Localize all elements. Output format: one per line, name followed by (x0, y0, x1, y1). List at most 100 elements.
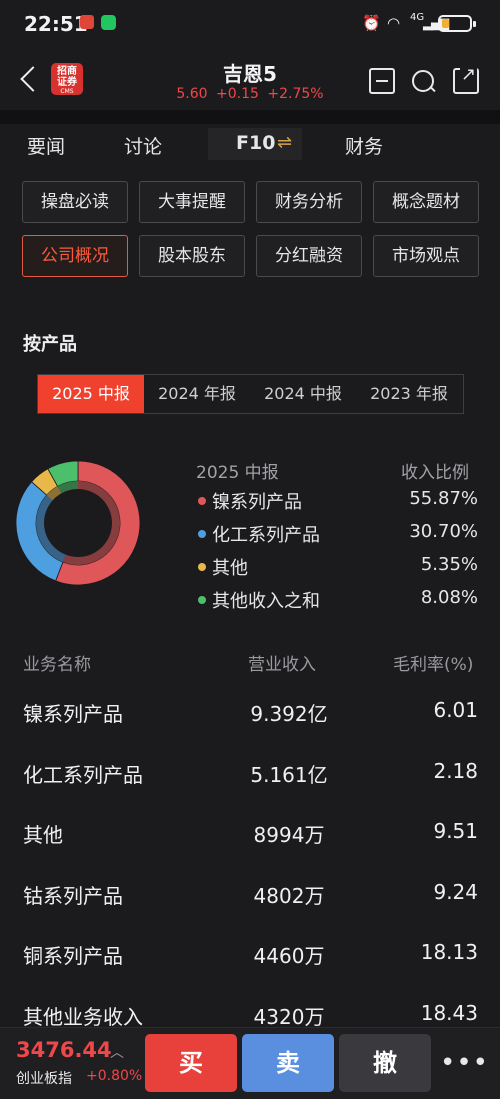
table-row[interactable]: 铜系列产品 4460万 18.13 (0, 940, 500, 1000)
tab-news[interactable]: 要闻 (27, 136, 66, 158)
alarm-icon: ⏰ (362, 14, 381, 32)
stock-price: 5.60 (176, 86, 208, 102)
index-change[interactable]: +0.80% (86, 1068, 143, 1084)
legend-label: 其他收入之和 (212, 591, 320, 612)
row-margin: 18.13 (420, 940, 478, 964)
row-name: 镍系列产品 (23, 702, 123, 726)
period-tabs: 2025 中报 2024 年报 2024 中报 2023 年报 (37, 374, 464, 414)
legend-item: 镍系列产品 55.87% (196, 488, 478, 516)
period-2023-annual[interactable]: 2023 年报 (370, 384, 448, 403)
section-financial-analysis[interactable]: 财务分析 (256, 181, 362, 223)
row-revenue: 4320万 (253, 1004, 325, 1029)
logo-text: 招商 (57, 66, 77, 77)
period-2025-interim[interactable]: 2025 中报 (38, 375, 144, 413)
legend-value: 55.87% (409, 488, 478, 509)
share-icon[interactable] (453, 64, 479, 94)
bottom-trade-bar: 3476.44 ︿ 创业板指 +0.80% 买 卖 撤 ••• (0, 1027, 500, 1099)
row-revenue: 4802万 (253, 883, 325, 908)
legend-value: 5.35% (420, 554, 478, 575)
row-name: 化工系列产品 (23, 762, 143, 787)
revenue-donut-chart (15, 460, 141, 586)
row-margin: 6.01 (433, 698, 478, 722)
legend-period-label: 2025 中报 (196, 463, 279, 483)
header-divider (0, 110, 500, 124)
row-margin: 9.51 (433, 819, 478, 843)
index-name[interactable]: 创业板指 (16, 1071, 72, 1087)
table-row[interactable]: 镍系列产品 9.392亿 6.01 (0, 698, 500, 758)
buy-button[interactable]: 买 (145, 1034, 237, 1092)
table-row[interactable]: 其他业务收入 4320万 18.43 (0, 1001, 500, 1061)
wifi-icon: ◠ (387, 14, 401, 32)
section-shareholders[interactable]: 股本股东 (139, 235, 245, 277)
row-revenue: 9.392亿 (250, 702, 328, 726)
row-revenue: 4460万 (253, 944, 325, 968)
network-type-label: 4G (410, 12, 425, 23)
tab-discussion[interactable]: 讨论 (124, 136, 163, 158)
remove-watchlist-icon[interactable] (369, 68, 395, 94)
donut-slice-inner (46, 486, 62, 501)
legend-value: 30.70% (409, 521, 478, 542)
table-row[interactable]: 其他 8994万 9.51 (0, 819, 500, 879)
period-2024-annual[interactable]: 2024 年报 (158, 384, 236, 403)
legend-label: 其他 (212, 558, 248, 579)
logo-sub: CMS (60, 88, 74, 95)
legend-dot-icon (198, 563, 206, 571)
table-header-margin: 毛利率(%) (393, 655, 474, 675)
index-value[interactable]: 3476.44 (16, 1038, 112, 1062)
section-concepts[interactable]: 概念题材 (373, 181, 479, 223)
notification-app-icon (80, 15, 94, 29)
section-title: 按产品 (23, 334, 77, 355)
donut-slice-inner (57, 481, 78, 494)
table-row[interactable]: 化工系列产品 5.161亿 2.18 (0, 759, 500, 819)
donut-slice-inner (36, 495, 66, 563)
donut-slice-inner (62, 481, 120, 565)
row-revenue: 8994万 (253, 823, 325, 847)
section-market-views[interactable]: 市场观点 (373, 235, 479, 277)
section-company-overview[interactable]: 公司概况 (22, 235, 128, 277)
legend-label: 化工系列产品 (212, 525, 320, 546)
row-name: 铜系列产品 (23, 944, 123, 968)
search-icon[interactable] (410, 68, 436, 94)
legend-item: 化工系列产品 30.70% (196, 521, 478, 549)
status-time: 22:51 (24, 12, 88, 36)
sell-button[interactable]: 卖 (242, 1034, 334, 1092)
row-name: 钴系列产品 (23, 883, 123, 908)
section-major-events[interactable]: 大事提醒 (139, 181, 245, 223)
stock-change-pct: +2.75% (267, 86, 324, 102)
table-row[interactable]: 钴系列产品 4802万 9.24 (0, 880, 500, 940)
status-bar: 22:51 ⏰ ◠ 4G ▂▄▆ (0, 0, 500, 48)
tab-f10[interactable]: F10 (236, 132, 276, 154)
logo-text-2: 证券 (57, 77, 77, 88)
main-tabs: 要闻 讨论 F10 ⇌ 财务 (0, 124, 500, 168)
more-icon[interactable]: ••• (440, 1048, 490, 1078)
table-header-name: 业务名称 (23, 655, 91, 675)
wechat-icon (101, 15, 116, 30)
tab-f10-highlight (208, 128, 302, 160)
legend-dot-icon (198, 497, 206, 505)
legend-dot-icon (198, 596, 206, 604)
legend-item: 其他 5.35% (196, 554, 478, 582)
stock-quote: 5.60 +0.15 +2.75% (0, 86, 500, 102)
section-dividends[interactable]: 分红融资 (256, 235, 362, 277)
legend-ratio-label: 收入比例 (401, 463, 469, 483)
battery-icon (438, 15, 476, 32)
row-revenue: 5.161亿 (250, 762, 328, 787)
legend-label: 镍系列产品 (212, 492, 302, 513)
row-margin: 9.24 (433, 879, 478, 904)
donut-hole (54, 499, 102, 547)
table-header-revenue: 营业收入 (248, 655, 316, 675)
chevron-up-icon[interactable]: ︿ (110, 1045, 124, 1061)
swap-icon[interactable]: ⇌ (277, 132, 293, 153)
row-margin: 2.18 (433, 758, 478, 783)
legend-dot-icon (198, 530, 206, 538)
row-name: 其他 (23, 823, 63, 847)
stock-change: +0.15 (216, 86, 259, 102)
legend-value: 8.08% (420, 587, 478, 608)
row-name: 其他业务收入 (23, 1004, 143, 1029)
cancel-order-button[interactable]: 撤 (339, 1034, 431, 1092)
section-operation-guide[interactable]: 操盘必读 (22, 181, 128, 223)
legend-item: 其他收入之和 8.08% (196, 587, 478, 615)
tab-finance[interactable]: 财务 (345, 136, 384, 158)
row-margin: 18.43 (420, 1000, 478, 1025)
period-2024-interim[interactable]: 2024 中报 (264, 384, 342, 403)
